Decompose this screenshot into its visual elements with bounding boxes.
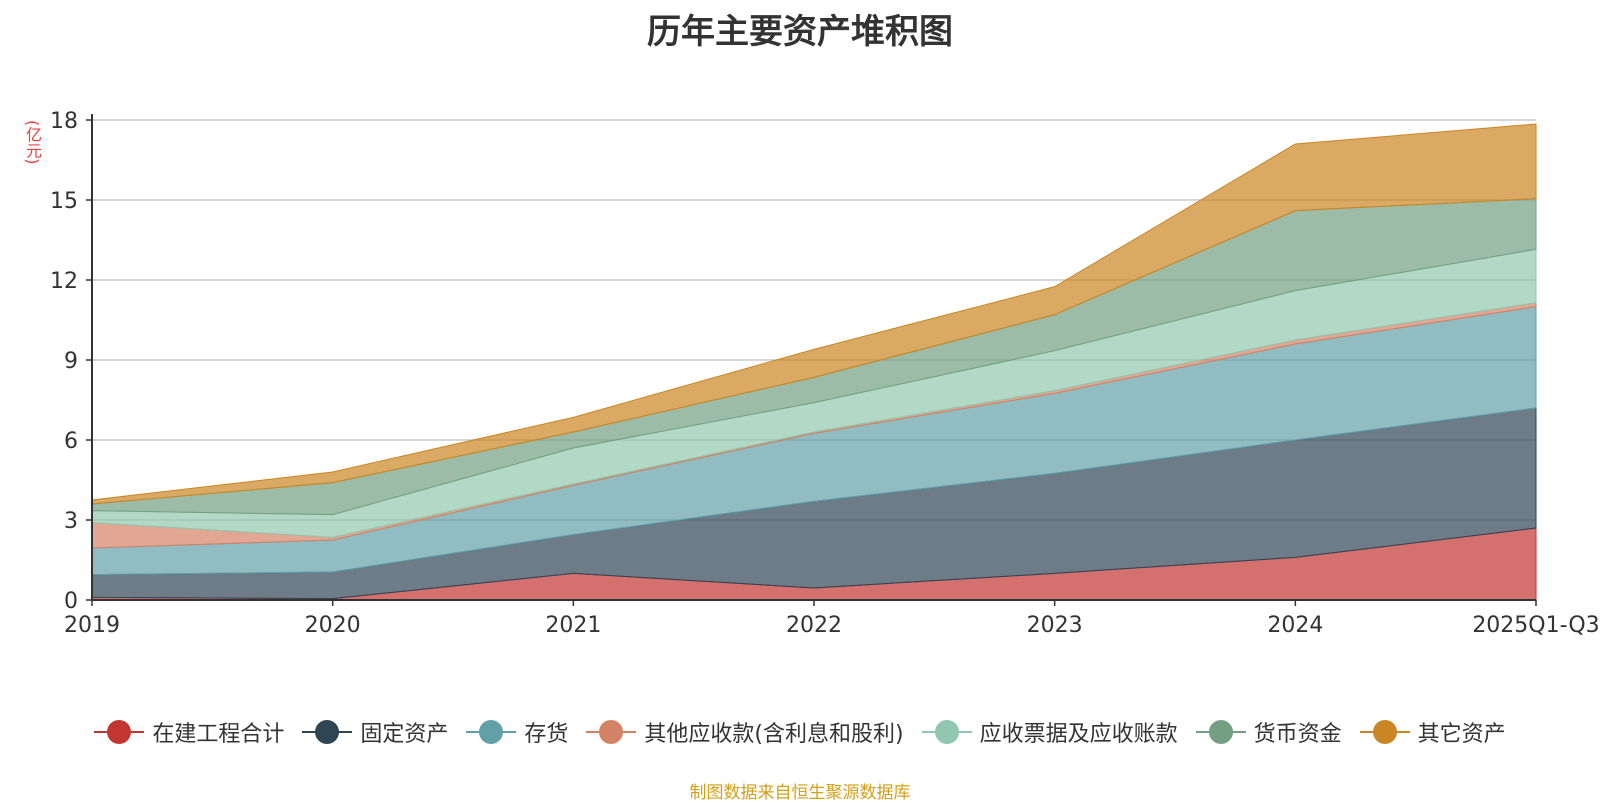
- legend-label-fixed-assets: 固定资产: [360, 722, 449, 747]
- x-tick-label: 2025Q1-Q3: [1472, 613, 1599, 638]
- legend-item-cash[interactable]: 货币资金: [1195, 716, 1342, 748]
- x-tick-label: 2020: [305, 613, 361, 638]
- y-axis-unit: (亿元): [23, 120, 42, 165]
- legend-marker-other-assets: [1359, 719, 1410, 745]
- x-tick-label: 2023: [1027, 613, 1083, 638]
- legend-item-construction[interactable]: 在建工程合计: [94, 716, 284, 748]
- x-tick-label: 2021: [545, 613, 601, 638]
- y-tick-label: 0: [64, 589, 78, 614]
- y-tick-label: 15: [50, 189, 78, 214]
- legend: 在建工程合计 固定资产 存货 其他应收款(含利息和股利) 应收票据及应收账款 货…: [0, 716, 1600, 748]
- legend-label-construction: 在建工程合计: [152, 722, 285, 747]
- legend-label-other-receivables: 其他应收款(含利息和股利): [644, 722, 904, 747]
- x-tick-label: 2024: [1267, 613, 1323, 638]
- y-tick-label: 18: [50, 109, 78, 134]
- legend-label-receivables: 应收票据及应收账款: [979, 722, 1178, 747]
- legend-marker-fixed-assets: [302, 719, 353, 745]
- y-tick-label: 6: [64, 429, 78, 454]
- legend-item-other-receivables[interactable]: 其他应收款(含利息和股利): [586, 716, 904, 748]
- legend-item-fixed-assets[interactable]: 固定资产: [302, 716, 448, 748]
- legend-item-other-assets[interactable]: 其它资产: [1359, 716, 1506, 748]
- data-source-note: 制图数据来自恒生聚源数据库: [689, 783, 911, 803]
- legend-item-receivables[interactable]: 应收票据及应收账款: [921, 716, 1178, 748]
- legend-label-other-assets: 其它资产: [1417, 722, 1506, 747]
- y-tick-label: 9: [64, 349, 78, 374]
- legend-label-inventory: 存货: [524, 722, 569, 747]
- legend-marker-inventory: [466, 719, 517, 745]
- y-tick-label: 12: [50, 269, 78, 294]
- x-tick-label: 2022: [786, 613, 842, 638]
- legend-marker-construction: [94, 719, 145, 745]
- legend-marker-receivables: [921, 719, 972, 745]
- legend-label-cash: 货币资金: [1253, 722, 1342, 747]
- area-series-6: [91, 123, 1537, 505]
- legend-marker-cash: [1195, 719, 1246, 745]
- legend-marker-other-receivables: [586, 719, 637, 745]
- legend-item-inventory[interactable]: 存货: [466, 716, 568, 748]
- x-tick-label: 2019: [64, 613, 120, 638]
- chart-title: 历年主要资产堆积图: [647, 12, 953, 52]
- y-tick-label: 3: [64, 509, 78, 534]
